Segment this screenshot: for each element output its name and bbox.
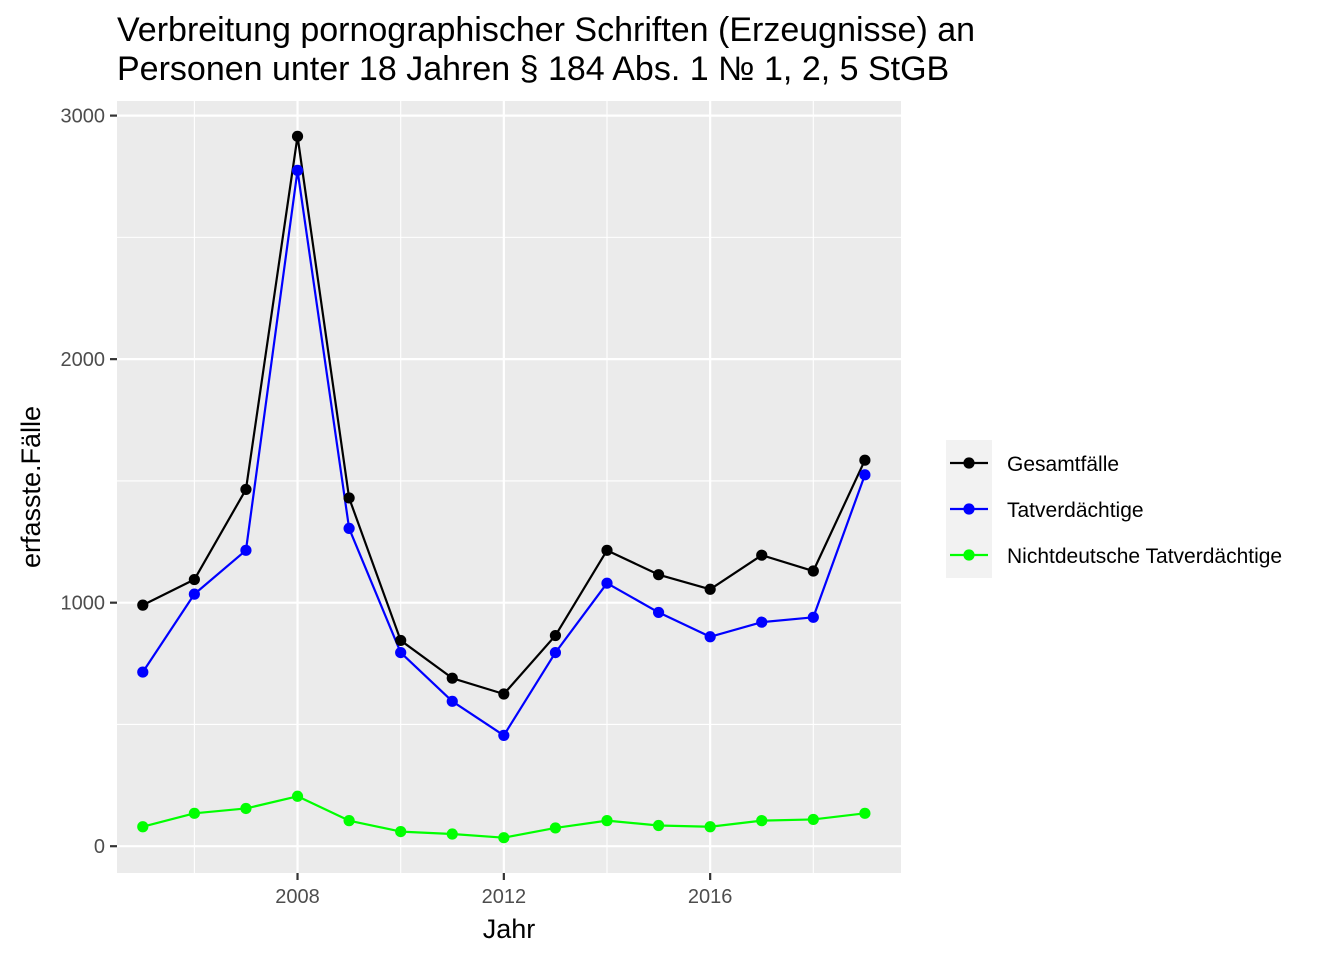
- chart-title-line-2: Personen unter 18 Jahren § 184 Abs. 1 № …: [117, 50, 949, 88]
- axis-ticks: [110, 114, 712, 880]
- series-points: [137, 130, 871, 844]
- data-point-gesamtfalle: [446, 672, 458, 684]
- legend-label: Gesamtfälle: [1007, 453, 1119, 476]
- data-point-nichtdeutsche-tatverdachtige: [756, 815, 768, 827]
- data-point-nichtdeutsche-tatverdachtige: [652, 819, 665, 832]
- data-point-gesamtfalle: [652, 569, 665, 581]
- data-point-nichtdeutsche-tatverdachtige: [704, 821, 716, 833]
- data-point-tatverdachtige: [498, 729, 510, 742]
- data-point-gesamtfalle: [395, 634, 407, 647]
- x-tick-label: 2016: [688, 886, 733, 908]
- data-point-nichtdeutsche-tatverdachtige: [549, 822, 562, 834]
- y-tick-label: 3000: [61, 106, 106, 128]
- data-point-nichtdeutsche-tatverdachtige: [859, 807, 871, 819]
- data-point-nichtdeutsche-tatverdachtige: [395, 825, 407, 838]
- data-point-tatverdachtige: [137, 666, 149, 678]
- data-point-gesamtfalle: [704, 583, 716, 595]
- data-point-tatverdachtige: [704, 631, 716, 643]
- data-point-gesamtfalle: [807, 565, 819, 577]
- data-point-gesamtfalle: [498, 688, 510, 700]
- data-point-nichtdeutsche-tatverdachtige: [188, 807, 200, 819]
- data-point-nichtdeutsche-tatverdachtige: [343, 815, 355, 827]
- y-tick-label: 1000: [61, 593, 106, 615]
- data-point-tatverdachtige: [291, 164, 304, 177]
- chart-title-line-1: Verbreitung pornographischer Schriften (…: [117, 11, 975, 49]
- data-point-gesamtfalle: [756, 549, 768, 561]
- legend-label: Tatverdächtige: [1007, 499, 1144, 522]
- data-point-tatverdachtige: [240, 544, 252, 556]
- data-point-tatverdachtige: [807, 611, 819, 623]
- data-point-gesamtfalle: [549, 629, 562, 642]
- data-point-tatverdachtige: [188, 588, 200, 600]
- data-point-gesamtfalle: [343, 492, 355, 504]
- x-tick-label: 2008: [275, 886, 320, 908]
- data-point-tatverdachtige: [859, 469, 871, 481]
- data-point-nichtdeutsche-tatverdachtige: [240, 802, 252, 815]
- data-point-gesamtfalle: [240, 483, 252, 496]
- data-point-gesamtfalle: [291, 130, 304, 142]
- legend-key-point: [963, 503, 975, 515]
- data-point-nichtdeutsche-tatverdachtige: [137, 821, 149, 833]
- plot-panel: [117, 101, 901, 873]
- data-point-nichtdeutsche-tatverdachtige: [446, 828, 458, 840]
- data-point-nichtdeutsche-tatverdachtige: [498, 832, 510, 844]
- legend: Gesamtfälle Tatverdächtige Nichtdeutsche T…: [946, 440, 1282, 578]
- y-tick-label: 0: [94, 836, 105, 858]
- data-point-nichtdeutsche-tatverdachtige: [601, 815, 613, 827]
- data-point-tatverdachtige: [395, 647, 407, 659]
- legend-key-point: [963, 457, 975, 469]
- grid-major: [117, 101, 901, 873]
- data-point-gesamtfalle: [137, 599, 149, 611]
- legend-label: Nichtdeutsche Tatverdächtige: [1007, 545, 1282, 568]
- data-point-gesamtfalle: [859, 454, 871, 466]
- x-axis-title: Jahr: [483, 914, 536, 944]
- data-point-tatverdachtige: [601, 577, 613, 589]
- tick-labels: 0 1000 2000 3000 2008 2012 2016: [61, 106, 733, 908]
- data-point-gesamtfalle: [188, 573, 200, 586]
- data-point-tatverdachtige: [652, 606, 665, 619]
- data-point-tatverdachtige: [446, 695, 458, 707]
- y-axis-title: erfasste.Fälle: [16, 406, 46, 568]
- x-tick-label: 2012: [482, 886, 527, 908]
- y-tick-label: 2000: [61, 349, 106, 371]
- data-point-nichtdeutsche-tatverdachtige: [291, 790, 304, 802]
- data-point-gesamtfalle: [601, 544, 613, 556]
- data-point-nichtdeutsche-tatverdachtige: [807, 813, 819, 826]
- data-point-tatverdachtige: [343, 522, 355, 535]
- legend-key-point: [963, 549, 975, 561]
- data-point-tatverdachtige: [756, 616, 768, 628]
- data-point-tatverdachtige: [549, 647, 562, 659]
